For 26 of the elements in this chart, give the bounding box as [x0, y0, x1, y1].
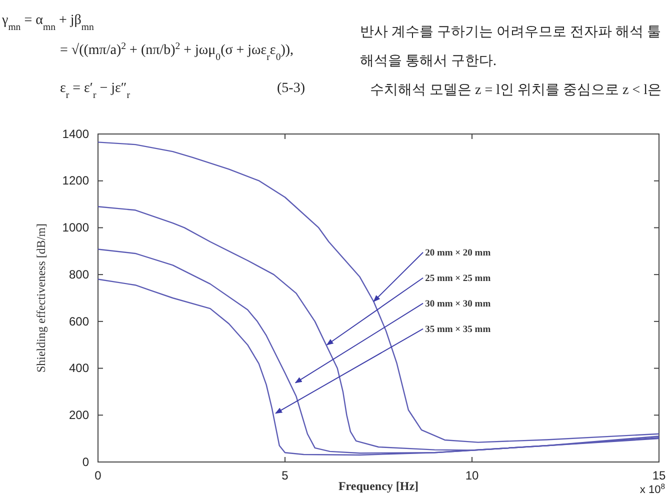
x-tick-label: 15	[652, 468, 666, 483]
text: (5-3)	[277, 81, 306, 96]
text: 반사 계수를 구하기는 어려우므로 전자파 해석 툴	[360, 25, 661, 40]
annotation: 30 mm × 30 mm	[425, 299, 491, 310]
x-axis-title: Frequency [Hz]	[338, 479, 419, 493]
text: 해석을 통해서 구한다.	[360, 54, 496, 69]
y-tick-label: 200	[68, 408, 90, 422]
text: γ$_{mn}$ = α$_{mn}$ + jβ$_{mn}$	[1, 13, 94, 32]
annotation: 20 mm × 20 mm	[425, 248, 491, 258]
y-tick-label: 1400	[62, 126, 90, 141]
text: ε$_{r}$ = ε′$_{r}$ − jε″$_{r}$	[60, 81, 131, 100]
annotation: 25 mm × 25 mm	[425, 274, 491, 284]
annotation: 35 mm × 35 mm	[425, 324, 491, 335]
x-tick-label: 5	[282, 468, 289, 483]
y-axis-title: Shielding effectiveness [dB/m]	[34, 223, 48, 373]
text: = √((mπ/a)$^{2}$ + (nπ/b)$^{2}$ + jωμ$_{0}$(σ + jωε$_{r}$ε$_{0}$)),	[60, 40, 294, 62]
x-tick-label: 0	[94, 468, 102, 483]
y-tick-label: 400	[68, 361, 90, 376]
x-tick-label: 10	[465, 468, 479, 483]
y-tick-label: 1000	[62, 220, 90, 235]
y-tick-label: 800	[68, 267, 90, 282]
y-tick-label: 600	[68, 314, 90, 328]
y-tick-label: 0	[82, 454, 90, 469]
y-tick-label: 1200	[62, 174, 90, 188]
text: 수치해석 모델은 z = l인 위치를 중심으로 z < l은	[370, 83, 662, 98]
text: x 10$^{8}$	[640, 482, 665, 496]
